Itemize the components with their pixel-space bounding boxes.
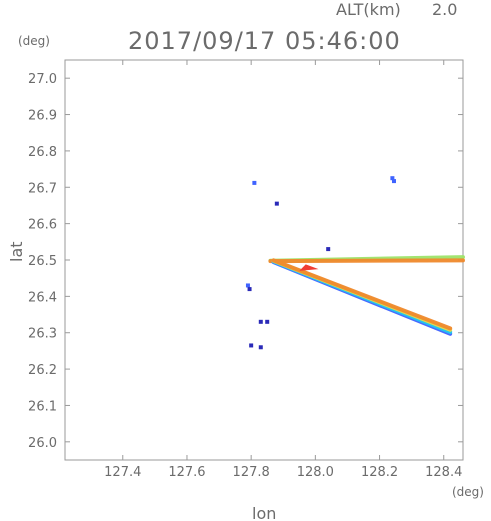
echo-point: [390, 176, 395, 181]
echo-point: [249, 343, 254, 348]
echo-point: [258, 319, 263, 324]
y-ticks: 26.0 26.1 26.2 26.3 26.4 26.5 26.6 26.7 26.8 26.9…: [28, 72, 463, 451]
y-tick-label: 27.0: [28, 72, 57, 87]
data-marks: [245, 176, 465, 350]
y-axis-label: lat: [7, 241, 26, 262]
y-unit-label: (deg): [18, 34, 50, 48]
echo-point: [265, 319, 270, 324]
x-tick-label: 127.8: [233, 465, 270, 480]
echo-point: [247, 287, 252, 292]
echo-band-orange: [268, 258, 465, 264]
y-tick-label: 26.4: [28, 290, 57, 305]
echo-point: [245, 283, 250, 288]
altitude-label: ALT(km): [336, 0, 401, 19]
echo-point: [326, 247, 331, 252]
altitude-value: 2.0: [432, 0, 457, 19]
echo-wedge-red: [299, 264, 319, 271]
y-tick-label: 26.3: [28, 327, 57, 342]
y-tick-label: 26.5: [28, 254, 57, 269]
x-ticks: 127.4 127.6 127.8 128.0 128.2 128.4: [104, 60, 462, 480]
echo-point: [274, 201, 279, 206]
y-tick-label: 26.2: [28, 363, 57, 378]
x-tick-label: 128.4: [425, 465, 462, 480]
echo-point: [258, 345, 263, 350]
y-tick-label: 26.9: [28, 109, 57, 124]
echo-point: [391, 179, 396, 184]
y-tick-label: 26.1: [28, 399, 57, 414]
chart-title: 2017/09/17 05:46:00: [128, 27, 401, 55]
x-tick-label: 127.6: [168, 465, 205, 480]
echo-band-orange: [271, 258, 453, 331]
x-tick-label: 127.4: [104, 465, 141, 480]
y-tick-label: 26.8: [28, 145, 57, 160]
y-tick-label: 26.6: [28, 218, 57, 233]
x-unit-label: (deg): [452, 485, 484, 499]
x-tick-label: 128.2: [361, 465, 398, 480]
x-axis-label: lon: [252, 504, 276, 521]
x-tick-label: 128.0: [297, 465, 334, 480]
echo-point: [252, 180, 257, 185]
y-tick-label: 26.0: [28, 436, 57, 451]
y-tick-label: 26.7: [28, 181, 57, 196]
